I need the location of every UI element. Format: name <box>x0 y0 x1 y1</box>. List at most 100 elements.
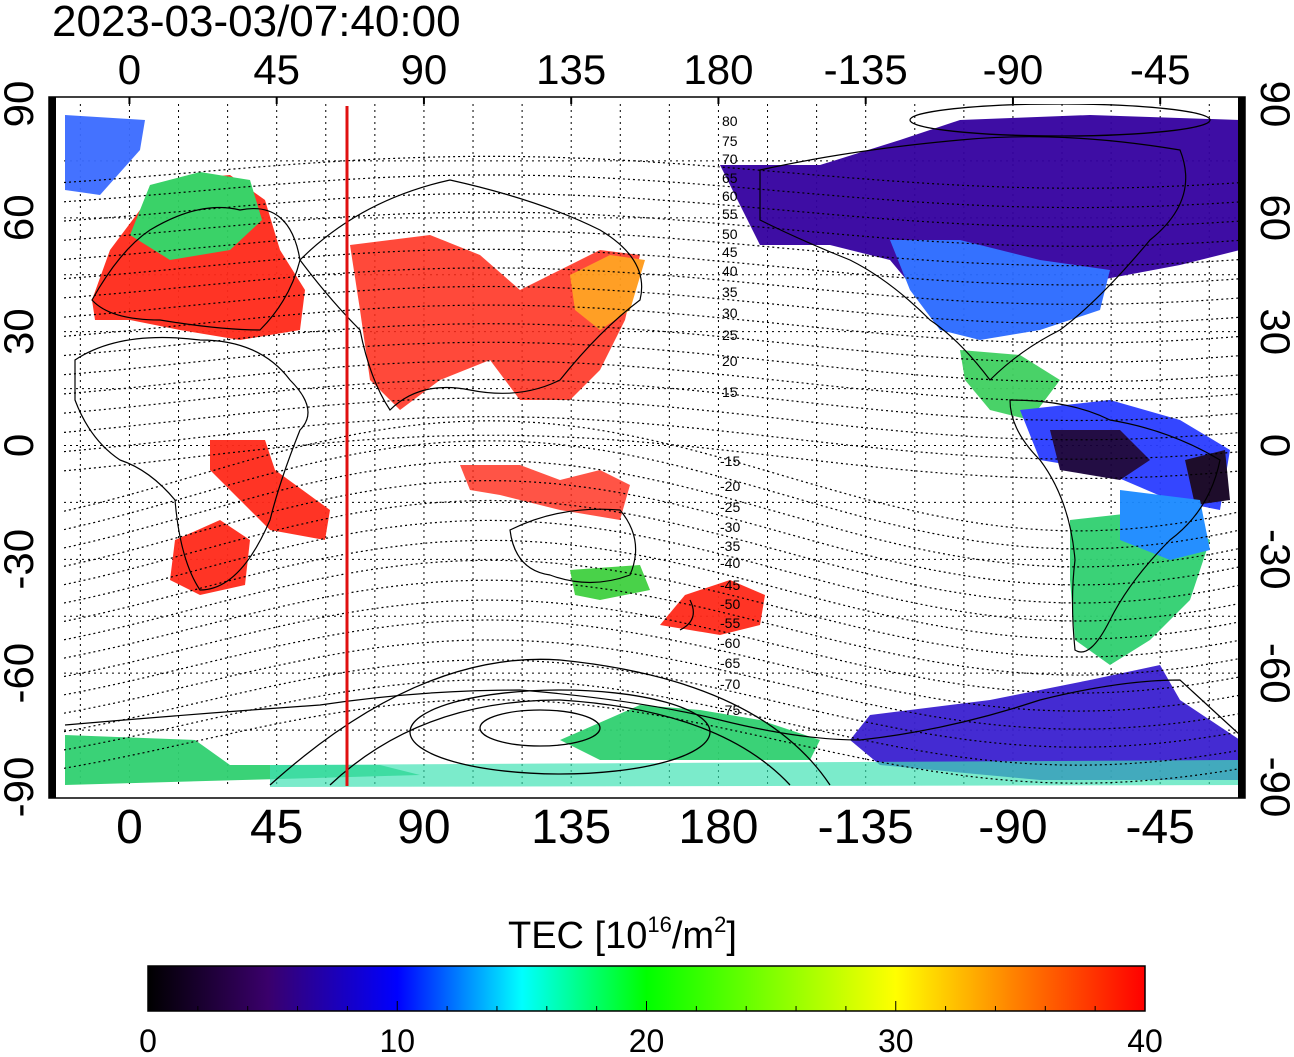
contour-label: 35 <box>722 284 738 300</box>
contour-label: -40 <box>720 555 740 571</box>
top-axis-label: 180 <box>683 46 753 93</box>
contour-label: -15 <box>720 453 740 469</box>
magnetic-contour <box>64 211 1242 247</box>
contour-label: -50 <box>720 596 740 612</box>
magnetic-contour <box>64 579 1242 676</box>
bottom-axis-label: -45 <box>1126 801 1195 854</box>
contour-label: 30 <box>722 305 738 321</box>
top-axis-label: 135 <box>536 46 606 93</box>
magnetic-contour <box>64 479 1242 586</box>
contour-label: 45 <box>722 244 738 260</box>
colorbar-tick-label: 40 <box>1127 1023 1163 1057</box>
colorbar-tick-label: 10 <box>379 1023 415 1057</box>
top-axis-label: 0 <box>118 46 141 93</box>
bottom-axis-label: 180 <box>678 801 758 854</box>
axis-labels: 0 45 90 135 180 -135 -90 -45 0 45 90 135 180 -135 -90 -… <box>0 46 1294 854</box>
magnetic-contour <box>64 174 1242 209</box>
magnetic-contour <box>64 341 1242 383</box>
tec-region-antarctica-west <box>850 665 1240 780</box>
right-axis-label: -60 <box>1252 643 1294 704</box>
tec-region-scandinavia <box>130 172 262 260</box>
contour-label: 60 <box>722 188 738 204</box>
contour-label: 25 <box>722 327 738 343</box>
magnetic-contour <box>64 192 1242 228</box>
contour-label: -45 <box>720 577 740 593</box>
left-axis-label: -30 <box>0 529 42 590</box>
bottom-axis-label: 0 <box>116 801 143 854</box>
left-frame-bar <box>49 97 56 798</box>
tec-region-north-america-south <box>890 240 1110 340</box>
top-axis-label: -90 <box>983 46 1044 93</box>
colorbar-tick-label: 20 <box>629 1023 665 1057</box>
tec-region-new-zealand <box>660 580 765 635</box>
left-axis-label: -90 <box>0 757 42 818</box>
contour-label: 15 <box>722 384 738 400</box>
magnetic-contour <box>64 699 1242 784</box>
tec-region-south-america-mid <box>1120 490 1210 560</box>
left-axis-label: -60 <box>0 643 42 704</box>
magnetic-contour <box>64 539 1242 640</box>
right-axis-label: -30 <box>1252 529 1294 590</box>
contour-label: -20 <box>720 478 740 494</box>
tec-region-east-africa <box>210 440 330 540</box>
tec-region-asia <box>350 235 640 410</box>
left-axis-label: 60 <box>0 194 42 241</box>
magnetic-contour <box>64 420 1242 532</box>
magnetic-contour <box>64 360 1242 402</box>
left-axis-label: 0 <box>0 434 42 457</box>
magnetic-contour <box>64 599 1242 694</box>
timestamp-title: 2023-03-03/07:40:00 <box>52 0 461 46</box>
magnetic-contour <box>64 416 1242 460</box>
tec-region-south-america-dark <box>1050 430 1150 480</box>
left-axis-label: 30 <box>0 308 42 355</box>
bottom-axis-label: 90 <box>397 801 450 854</box>
tec-data-overlay <box>65 115 1240 787</box>
contour-label: -30 <box>720 519 740 535</box>
tec-region-south-africa <box>170 520 250 595</box>
magnetic-contour <box>64 434 1242 480</box>
magnetic-contour <box>64 639 1242 730</box>
magnetic-contour <box>64 679 1242 766</box>
magnetic-contour <box>64 619 1242 712</box>
tec-region-indonesia <box>460 465 630 520</box>
top-axis-label: -45 <box>1130 46 1191 93</box>
contour-label: 20 <box>722 353 738 369</box>
contour-label: -25 <box>720 499 740 515</box>
right-axis-label: 0 <box>1252 434 1294 457</box>
magnetic-contour <box>64 378 1242 422</box>
contour-label: 65 <box>722 170 738 186</box>
plot-area: 80 75 70 65 60 55 50 45 40 35 30 25 20 15 -15 -20 -25 -30… <box>0 46 1294 854</box>
right-frame-bar <box>1238 97 1245 798</box>
magnetic-contour <box>64 230 1242 267</box>
magnetic-contour <box>64 248 1242 286</box>
right-axis-label: 60 <box>1252 194 1294 241</box>
top-axis-label: 90 <box>401 46 448 93</box>
contour-label: 50 <box>722 226 738 242</box>
colorbar-title: TEC [1016/m2] <box>508 912 737 957</box>
bottom-axis-label: 135 <box>531 801 611 854</box>
top-axis-label: -135 <box>824 46 908 93</box>
right-axis-label: 90 <box>1252 81 1294 128</box>
colorbar-ticks: 0 10 20 30 40 <box>139 1001 1163 1057</box>
magnetic-contour <box>64 460 1242 568</box>
magnetic-contour <box>64 285 1242 325</box>
tec-region-antarctica-ross <box>560 705 820 760</box>
magnetic-contour <box>64 304 1242 344</box>
right-axis-label: 30 <box>1252 308 1294 355</box>
contour-label: -55 <box>720 615 740 631</box>
magnetic-contour <box>64 155 1242 189</box>
contour-label: 55 <box>722 206 738 222</box>
contour-label: 75 <box>722 133 738 149</box>
contour-label: 80 <box>722 113 738 129</box>
tec-region-central-america <box>960 350 1060 420</box>
tec-region-north-america-north <box>720 115 1240 330</box>
contour-labels: 80 75 70 65 60 55 50 45 40 35 30 25 20 15 -15 -20 -25 -30… <box>720 113 740 718</box>
bottom-axis-label: -90 <box>978 801 1047 854</box>
contour-label: 40 <box>722 263 738 279</box>
bottom-axis-label: 45 <box>250 801 303 854</box>
contour-label: -35 <box>720 538 740 554</box>
magnetic-contour <box>64 519 1242 622</box>
contour-label: -60 <box>720 635 740 651</box>
colorbar-tick-label: 30 <box>878 1023 914 1057</box>
